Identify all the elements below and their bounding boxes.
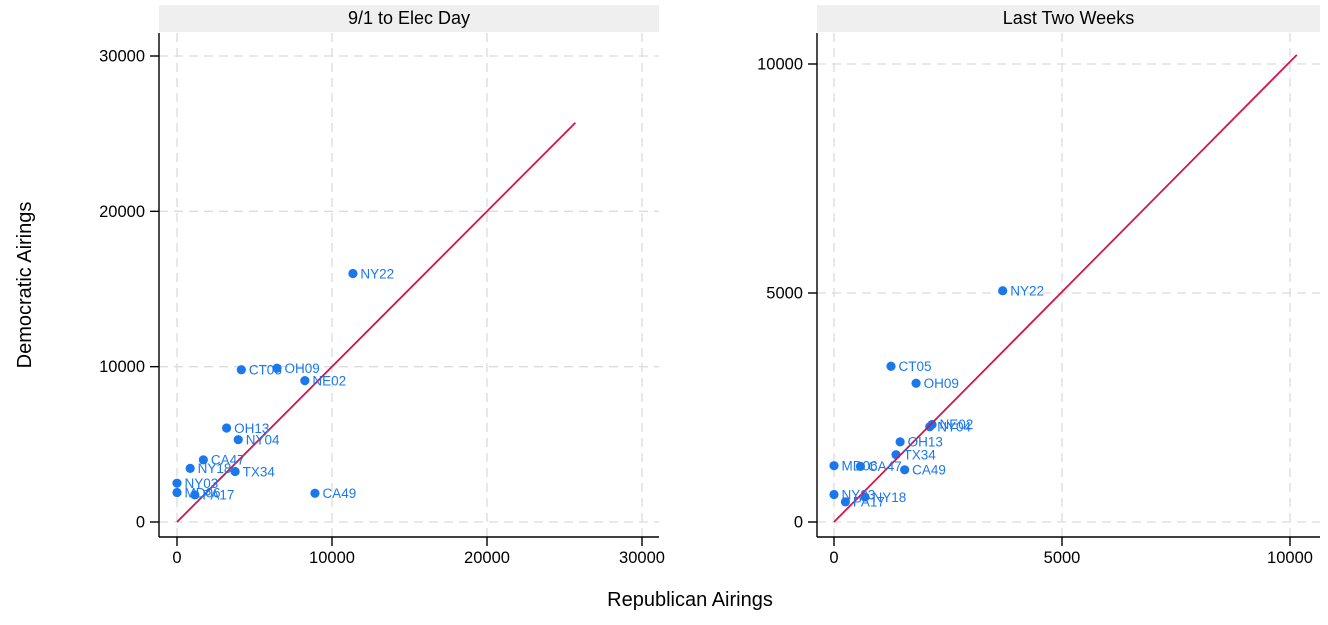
scatter-point [855, 461, 866, 471]
scatter-point [840, 497, 851, 507]
point-label: MD06 [842, 458, 878, 473]
point-label: NE02 [312, 373, 346, 388]
x-axis-title: Republican Airings [607, 589, 773, 611]
point-label: CT05 [249, 363, 282, 378]
point-label: OH09 [284, 361, 319, 376]
point-label: PA17 [853, 495, 885, 510]
y-tick-label: 20000 [99, 203, 145, 221]
scatter-point [860, 492, 870, 502]
point-label: MD06 [185, 485, 221, 500]
scatter-point [900, 465, 910, 475]
point-label: NY03 [842, 487, 876, 502]
point-label: CA47 [868, 459, 902, 474]
x-tick-label: 20000 [464, 549, 510, 567]
point-label: OH13 [234, 421, 269, 436]
x-tick-label: 0 [172, 549, 181, 567]
point-label: OH13 [908, 435, 943, 450]
panel-title-right: Last Two Weeks [817, 5, 1320, 32]
point-label: PA17 [202, 488, 234, 503]
point-label: CT05 [899, 359, 932, 374]
scatter-point [300, 376, 310, 386]
scatter-point [172, 478, 182, 488]
scatter-point [198, 455, 208, 465]
point-label: CA47 [211, 453, 245, 468]
scatter-point [172, 487, 182, 498]
scatter-point [895, 437, 905, 447]
point-label: OH09 [924, 376, 959, 391]
point-label: TX34 [904, 447, 937, 462]
point-label: NY04 [937, 420, 971, 435]
scatter-point [185, 463, 195, 474]
scatter-point [230, 466, 240, 477]
scatter-point [911, 378, 921, 388]
y-tick-label: 0 [794, 514, 803, 532]
point-label: NY22 [1010, 284, 1044, 299]
scatter-point [348, 268, 358, 279]
scatter-point [233, 435, 243, 445]
point-label: NY03 [185, 476, 219, 491]
scatter-point [310, 488, 320, 498]
point-label: NY18 [873, 490, 907, 505]
scatter-point [272, 363, 282, 373]
point-label: NY04 [246, 432, 280, 447]
scatter-point [236, 365, 246, 375]
point-label: NY22 [360, 266, 394, 281]
y-tick-label: 10000 [757, 56, 803, 74]
y-tick-label: 5000 [766, 285, 803, 303]
point-label: CA49 [912, 463, 946, 478]
scatter-point [829, 461, 839, 471]
scatter-point [190, 490, 200, 500]
point-label: CA49 [322, 486, 356, 501]
scatter-point [891, 450, 901, 460]
point-label: TX34 [243, 464, 276, 479]
scatter-point [886, 361, 896, 371]
equality-line [833, 54, 1298, 523]
y-tick-label: 10000 [99, 358, 145, 376]
y-tick-label: 30000 [99, 48, 145, 66]
x-tick-label: 10000 [309, 549, 355, 567]
point-label: NE02 [940, 417, 974, 432]
equality-line [176, 122, 576, 523]
x-tick-label: 0 [829, 549, 838, 567]
scatter-point [925, 422, 935, 432]
scatter-point [998, 286, 1008, 296]
x-tick-label: 30000 [619, 549, 665, 567]
y-tick-label: 0 [136, 514, 145, 532]
x-tick-label: 5000 [1044, 549, 1081, 567]
panel-title-left: 9/1 to Elec Day [159, 5, 659, 32]
x-tick-label: 10000 [1267, 549, 1313, 567]
scatter-point [222, 423, 232, 433]
point-label: NY18 [198, 461, 232, 476]
scatter-point [829, 489, 839, 500]
